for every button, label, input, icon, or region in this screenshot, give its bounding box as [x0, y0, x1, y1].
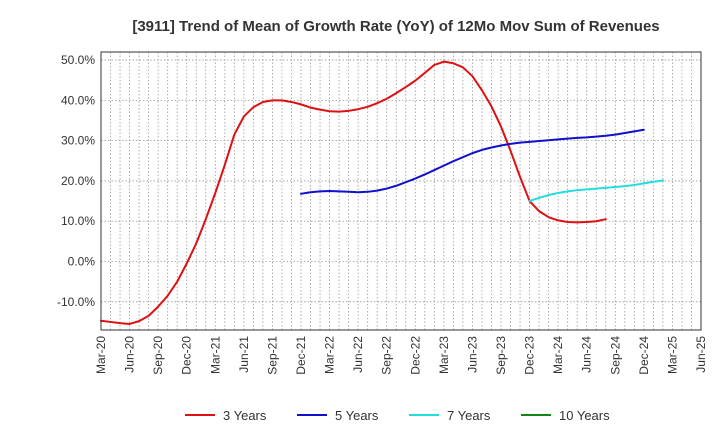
x-tick-label: Mar-23: [437, 336, 451, 374]
plot-frame: [100, 51, 702, 331]
y-tick-label: 20.0%: [61, 174, 95, 188]
series-line-3-years: [100, 60, 607, 325]
x-tick-label: Jun-21: [237, 336, 251, 373]
legend-label-10-years: 10 Years: [559, 408, 610, 423]
x-tick-label: Dec-24: [637, 336, 651, 375]
x-tick-label: Sep-21: [265, 336, 279, 375]
legend-label-7-years: 7 Years: [447, 408, 491, 423]
x-tick-label: Jun-24: [580, 336, 594, 373]
legend-label-3-years: 3 Years: [223, 408, 267, 423]
x-axis-ticks: Mar-20 Jun-20 Sep-20 Dec-20 Mar-21 Jun-21 Sep-…: [94, 336, 708, 375]
x-tick-label: Dec-21: [294, 336, 308, 375]
x-tick-label: Sep-22: [380, 336, 394, 375]
plot-border: [100, 51, 702, 331]
y-tick-label: 30.0%: [61, 134, 95, 148]
x-tick-label: Jun-23: [465, 336, 479, 373]
series-line-7-years: [528, 179, 664, 203]
y-tick-label: 40.0%: [61, 93, 95, 107]
x-tick-label: Dec-23: [523, 336, 537, 375]
y-tick-label: 50.0%: [61, 53, 95, 67]
legend: 3 Years 5 Years 7 Years 10 Years: [185, 408, 610, 423]
y-tick-label: 10.0%: [61, 214, 95, 228]
x-tick-label: Dec-22: [408, 336, 422, 375]
x-tick-label: Mar-20: [94, 336, 108, 374]
x-tick-label: Mar-22: [323, 336, 337, 374]
legend-label-5-years: 5 Years: [335, 408, 379, 423]
x-tick-label: Mar-24: [551, 336, 565, 374]
series-lines: [100, 60, 664, 325]
x-tick-label: Jun-20: [123, 336, 137, 373]
x-tick-label: Mar-25: [665, 336, 679, 374]
y-tick-label: 0.0%: [68, 255, 96, 269]
grid-vertical: [100, 52, 702, 330]
plot-area: [101, 52, 701, 330]
y-tick-label: -10.0%: [57, 295, 95, 309]
x-tick-label: Sep-23: [494, 336, 508, 375]
x-tick-label: Dec-20: [180, 336, 194, 375]
x-tick-label: Sep-20: [151, 336, 165, 375]
x-tick-label: Jun-25: [694, 336, 708, 373]
series-line-5-years: [300, 128, 645, 195]
y-axis-ticks: 50.0% 40.0% 30.0% 20.0% 10.0% 0.0% -10.0%: [57, 53, 95, 309]
x-tick-label: Jun-22: [351, 336, 365, 373]
x-tick-label: Sep-24: [608, 336, 622, 375]
plot-background: [101, 52, 701, 330]
x-tick-label: Mar-21: [208, 336, 222, 374]
chart-title: [3911] Trend of Mean of Growth Rate (YoY…: [132, 18, 659, 35]
